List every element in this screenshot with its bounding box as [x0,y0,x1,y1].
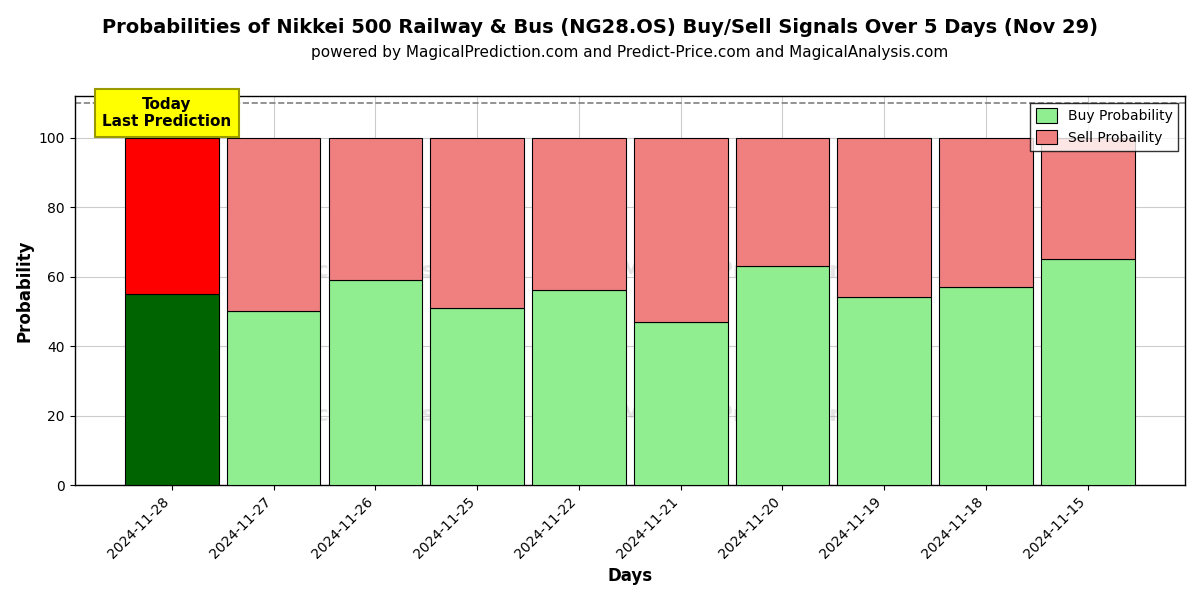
Bar [125,294,218,485]
Bar [329,280,422,485]
Y-axis label: Probability: Probability [16,239,34,342]
Bar [634,137,727,322]
Bar [634,322,727,485]
Text: MagicalPrediction.com: MagicalPrediction.com [620,405,906,425]
Bar [1040,137,1134,259]
Bar [227,137,320,311]
X-axis label: Days: Days [607,567,653,585]
Bar [736,266,829,485]
Bar [431,137,524,308]
Bar [1040,259,1134,485]
Text: MagicalPrediction.com: MagicalPrediction.com [620,261,906,281]
Text: Today
Last Prediction: Today Last Prediction [102,97,232,130]
Bar [125,137,218,294]
Bar [736,137,829,266]
Bar [940,137,1033,287]
Bar [532,137,625,290]
Legend: Buy Probability, Sell Probaility: Buy Probability, Sell Probaility [1030,103,1178,151]
Title: powered by MagicalPrediction.com and Predict-Price.com and MagicalAnalysis.com: powered by MagicalPrediction.com and Pre… [311,45,948,60]
Bar [838,298,931,485]
Bar [940,287,1033,485]
Bar [431,308,524,485]
Bar [329,137,422,280]
Text: MagicalAnalysis.com: MagicalAnalysis.com [254,261,516,281]
Text: MagicalAnalysis.com: MagicalAnalysis.com [254,405,516,425]
Bar [532,290,625,485]
Bar [838,137,931,298]
Bar [227,311,320,485]
Text: Probabilities of Nikkei 500 Railway & Bus (NG28.OS) Buy/Sell Signals Over 5 Days: Probabilities of Nikkei 500 Railway & Bu… [102,18,1098,37]
